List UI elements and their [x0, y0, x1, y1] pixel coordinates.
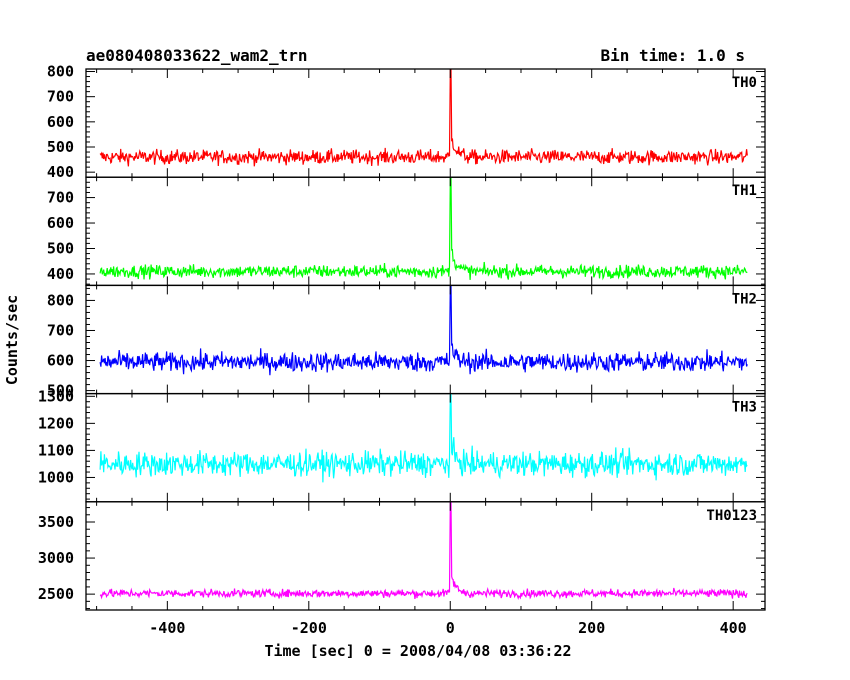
y-tick-label: 1100 — [38, 441, 74, 459]
chart-title: ae080408033622_wam2_trn — [86, 46, 308, 65]
series-th2 — [99, 285, 748, 376]
x-tick-label: -400 — [149, 619, 185, 637]
y-tick-label: 600 — [47, 352, 74, 370]
x-tick-label: 200 — [578, 619, 605, 637]
x-tick-label: -200 — [291, 619, 327, 637]
panel-th1: 400 500 600 700 TH1 — [47, 176, 766, 287]
panel-th3: 1000 1100 1200 1300 TH3 — [38, 387, 766, 503]
y-tick-label: 500 — [47, 138, 74, 156]
series-th0123 — [99, 501, 748, 601]
y-tick-label: 400 — [47, 163, 74, 181]
bin-time-label: Bin time: 1.0 s — [601, 46, 746, 65]
x-axis-label: Time [sec] 0 = 2008/04/08 03:36:22 — [264, 642, 571, 660]
series-th3 — [99, 393, 748, 483]
y-tick-label: 700 — [47, 88, 74, 106]
panel-frame — [85, 501, 766, 611]
panel-label: TH0123 — [706, 508, 757, 524]
x-tick-label: 400 — [720, 619, 747, 637]
y-tick-label: 2500 — [38, 585, 74, 603]
y-tick-label: 700 — [47, 189, 74, 207]
y-tick-label: 800 — [47, 291, 74, 309]
panel-frame — [85, 392, 766, 503]
y-tick-label: 3500 — [38, 513, 74, 531]
y-tick-label: 3000 — [38, 549, 74, 567]
y-tick-label: 700 — [47, 321, 74, 339]
panel-label: TH1 — [732, 183, 757, 199]
y-tick-label: 1200 — [38, 414, 74, 432]
panel-label: TH0 — [732, 75, 757, 91]
panel-label: TH3 — [732, 400, 757, 416]
y-tick-label: 1300 — [38, 387, 74, 405]
panels: 400 500 600 700 800 TH0 400 500 600 700 TH1 500 600 7… — [38, 63, 766, 637]
y-tick-label: 600 — [47, 214, 74, 232]
y-tick-label: 500 — [47, 239, 74, 257]
x-tick-label: 0 — [446, 619, 455, 637]
y-tick-label: 400 — [47, 265, 74, 283]
y-tick-label: 500 — [47, 382, 74, 400]
y-tick-label: 1000 — [38, 468, 74, 486]
y-tick-label: 600 — [47, 113, 74, 131]
panel-label: TH2 — [732, 291, 757, 307]
series-th0 — [99, 69, 748, 167]
panel-frame — [85, 284, 766, 395]
y-tick-label: 800 — [47, 63, 74, 81]
series-th1 — [99, 177, 748, 281]
panel-th2: 500 600 700 800 TH2 — [47, 284, 766, 400]
y-axis-label: Counts/sec — [3, 295, 21, 385]
panel-th0123: 2500 3000 3500 TH0123 — [38, 501, 766, 611]
panel-th0: 400 500 600 700 800 TH0 — [47, 63, 766, 181]
